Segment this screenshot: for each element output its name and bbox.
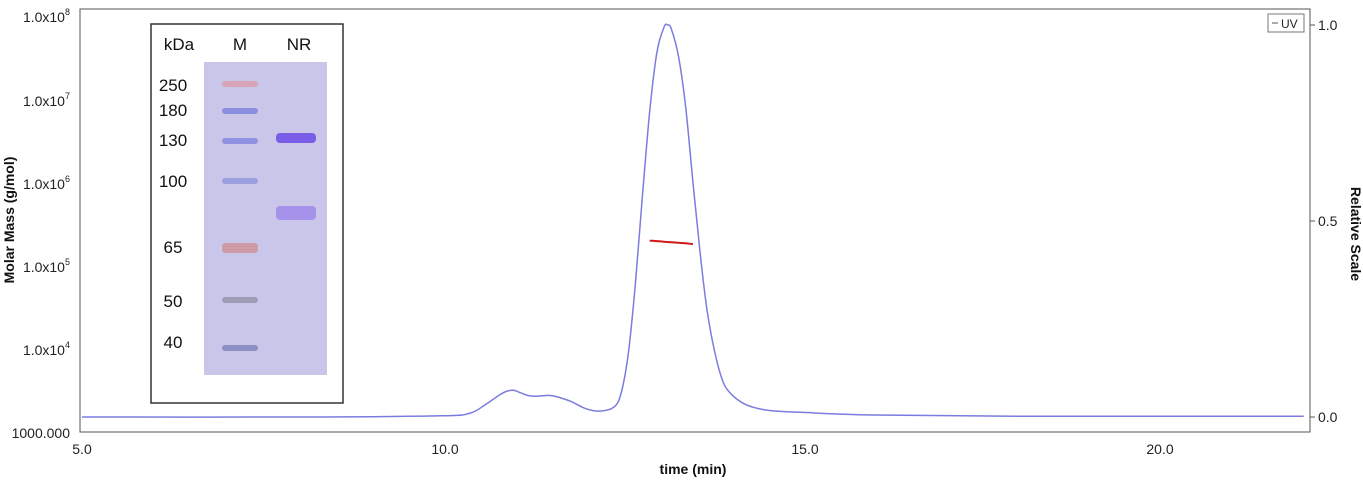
x-axis-title: time (min) [660,461,727,477]
gel-header-marker: M [233,35,247,54]
x-tick-15: 15.0 [791,441,818,457]
x-tick-5: 5.0 [72,441,92,457]
legend-box [1267,13,1305,33]
marker-label-180: 180 [159,101,187,120]
x-tick-labels: 5.0 10.0 15.0 20.0 [72,441,1174,457]
y-left-tick-1000: 1000.000 [12,425,71,441]
marker-band [222,138,258,144]
marker-label-130: 130 [159,131,187,150]
gel-inset: kDa M NR 250 180 130 100 65 50 40 [150,23,344,404]
sample-band [276,133,316,143]
y-left-tick-1e4: 1.0x104 [23,340,70,358]
gel-header-kda: kDa [164,35,195,54]
marker-label-50: 50 [164,292,183,311]
y-left-axis-title: Molar Mass (g/mol) [1,157,17,284]
marker-label-100: 100 [159,172,187,191]
sample-band [276,206,316,220]
marker-band [222,345,258,351]
marker-band [222,81,258,87]
legend: UV [1267,13,1305,33]
y-right-ticks: 0.0 0.5 1.0 [1310,17,1338,425]
marker-band [222,243,258,253]
legend-uv-label: UV [1281,17,1298,31]
x-tick-20: 20.0 [1146,441,1173,457]
x-tick-10: 10.0 [431,441,458,457]
gel-header-sample: NR [287,35,312,54]
y-left-tick-1e8: 1.0x108 [23,7,70,25]
y-right-tick-label-0: 0.0 [1318,409,1338,425]
y-left-tick-1e7: 1.0x107 [23,91,70,109]
sample-lane [276,133,316,220]
marker-lane [222,81,258,351]
marker-label-65: 65 [164,238,183,257]
marker-band [222,297,258,303]
y-right-tick-label-1: 1.0 [1318,17,1338,33]
uv-series-line [81,23,1304,418]
y-right-tick-label-05: 0.5 [1318,213,1338,229]
molar-mass-series-line [649,239,693,246]
marker-label-250: 250 [159,76,187,95]
marker-band [222,178,258,184]
marker-label-40: 40 [164,333,183,352]
marker-band [222,108,258,114]
y-left-tick-labels: 1.0x108 1.0x107 1.0x106 1.0x105 1.0x104 … [12,7,71,441]
y-left-tick-1e5: 1.0x105 [23,257,70,275]
y-left-tick-1e6: 1.0x106 [23,174,70,192]
y-right-axis-title: Relative Scale [1348,187,1363,281]
